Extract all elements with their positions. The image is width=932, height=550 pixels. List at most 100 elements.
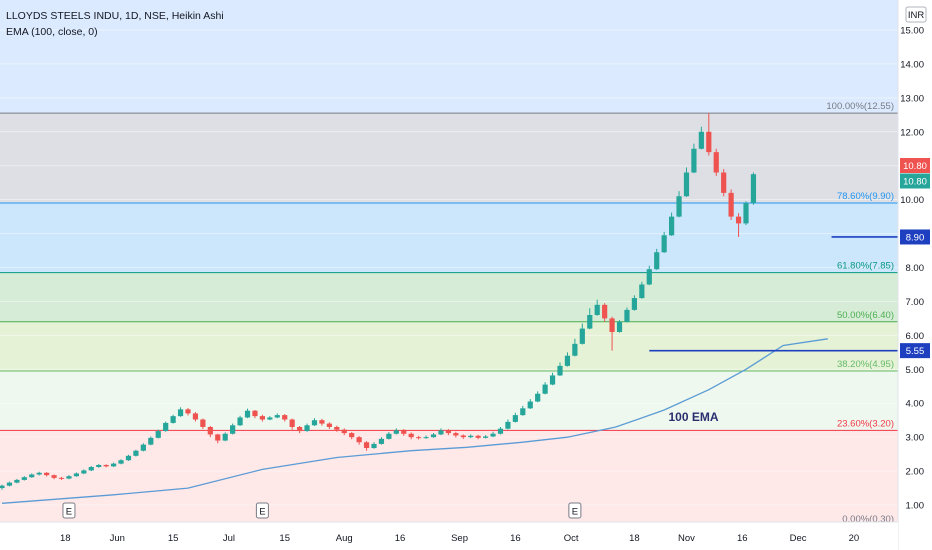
earnings-marker — [62, 502, 76, 519]
candle-body — [170, 416, 176, 423]
time-tick-label: 16 — [737, 533, 748, 544]
chart-legend: LLOYDS STEELS INDU, 1D, NSE, Heikin Ashi… — [6, 8, 224, 40]
candle-body — [282, 415, 288, 420]
fib-level-label: 61.80%(7.85) — [837, 261, 894, 272]
fib-band — [0, 430, 898, 522]
currency-label: INR — [908, 10, 925, 21]
candle-body — [505, 421, 511, 429]
price-axis-bg — [898, 0, 932, 550]
candle-body — [535, 393, 541, 402]
candle-body — [244, 410, 251, 418]
fib-level-label: 23.60%(3.20) — [837, 418, 894, 429]
time-axis-bg — [0, 522, 898, 550]
price-marker — [900, 343, 930, 359]
last-price-label: 10.80 — [903, 177, 927, 188]
candle-body — [177, 409, 184, 417]
candle-body — [423, 437, 429, 439]
candle-body — [691, 148, 697, 173]
candle-body — [430, 434, 437, 438]
price-tick-label: 6.00 — [906, 331, 925, 342]
candle-body — [721, 172, 727, 193]
candle-body — [460, 435, 466, 438]
ema-100-line — [1, 338, 828, 504]
candle-body — [416, 437, 422, 439]
candle-body — [661, 235, 667, 253]
indicator-label[interactable]: EMA (100, close, 0) — [6, 26, 98, 38]
candle-body — [408, 433, 414, 438]
candle-body — [289, 419, 295, 427]
candle-body — [371, 443, 377, 449]
candle-body — [445, 430, 451, 434]
candle-body — [36, 472, 42, 475]
fib-bands — [0, 0, 898, 522]
candle-body — [602, 304, 608, 319]
candle-body — [73, 473, 79, 477]
time-tick-label: 16 — [395, 533, 406, 544]
fib-band — [0, 203, 898, 273]
last-price-marker — [900, 158, 930, 174]
candle-body — [735, 216, 742, 224]
fib-level-label: 50.00%(6.40) — [837, 310, 894, 321]
candle-body — [468, 435, 474, 438]
price-tick-label: 3.00 — [906, 433, 925, 444]
candle-body — [363, 442, 370, 449]
candle-body — [200, 419, 206, 427]
earnings-marker-label: E — [572, 507, 578, 518]
price-tick-label: 8.00 — [906, 263, 925, 274]
time-tick-label: Jun — [110, 533, 125, 544]
time-tick-label: Sep — [451, 533, 468, 544]
fib-band — [0, 113, 898, 204]
candle-body — [713, 152, 719, 173]
candle-body — [103, 464, 109, 467]
candle-body — [6, 482, 13, 486]
time-tick-label: Nov — [678, 533, 695, 544]
candle-body — [252, 410, 258, 417]
candle-body — [155, 431, 161, 438]
candle-body — [192, 413, 199, 420]
time-tick-label: 15 — [279, 533, 290, 544]
candle-body — [646, 269, 652, 285]
candle-body — [185, 409, 191, 414]
candle-body — [654, 252, 660, 270]
candle-body — [267, 417, 273, 420]
price-tick-label: 2.00 — [906, 467, 925, 478]
candle-body — [207, 426, 213, 435]
candle-body — [118, 460, 124, 464]
candle-body — [334, 426, 340, 430]
candle-body — [274, 415, 280, 418]
time-axis[interactable]: 18Jun15Jul15Aug16Sep16Oct18Nov16Dec20202… — [0, 521, 930, 550]
candle-body — [58, 477, 65, 479]
time-tick-label: Aug — [336, 533, 353, 544]
candle-body — [609, 318, 615, 332]
last-price-marker — [900, 173, 930, 189]
candle-body — [728, 192, 734, 217]
time-tick-label: Oct — [564, 533, 579, 544]
candle-body — [215, 434, 221, 441]
candle-body — [148, 437, 154, 445]
candle-body — [624, 309, 630, 322]
candle-body — [44, 472, 50, 476]
price-axis[interactable]: INR15.0014.0013.0012.0011.0010.009.008.0… — [897, 0, 932, 550]
price-tick-label: 4.00 — [906, 399, 925, 410]
candle-body — [438, 430, 444, 435]
fib-level-label: 78.60%(9.90) — [837, 191, 894, 202]
candle-body — [349, 433, 355, 438]
candle-body — [0, 485, 5, 489]
fib-band-top — [0, 0, 898, 114]
symbol-title[interactable]: LLOYDS STEELS INDU, 1D, NSE, Heikin Ashi — [6, 10, 224, 22]
candle-body — [401, 430, 407, 434]
candle-body — [304, 425, 310, 432]
candle-body — [572, 343, 578, 356]
ema-annotation: 100 EMA — [668, 410, 718, 424]
currency-box — [905, 6, 927, 23]
candle-body — [475, 435, 481, 438]
candle-body — [698, 131, 704, 149]
price-tick-label: 1.00 — [906, 501, 925, 512]
candle-body — [743, 203, 749, 224]
price-marker-label: 5.55 — [906, 346, 925, 357]
candle-body — [393, 430, 399, 434]
candle-body — [140, 444, 146, 451]
candle-body — [490, 433, 496, 437]
last-price-label: 10.80 — [903, 161, 927, 172]
